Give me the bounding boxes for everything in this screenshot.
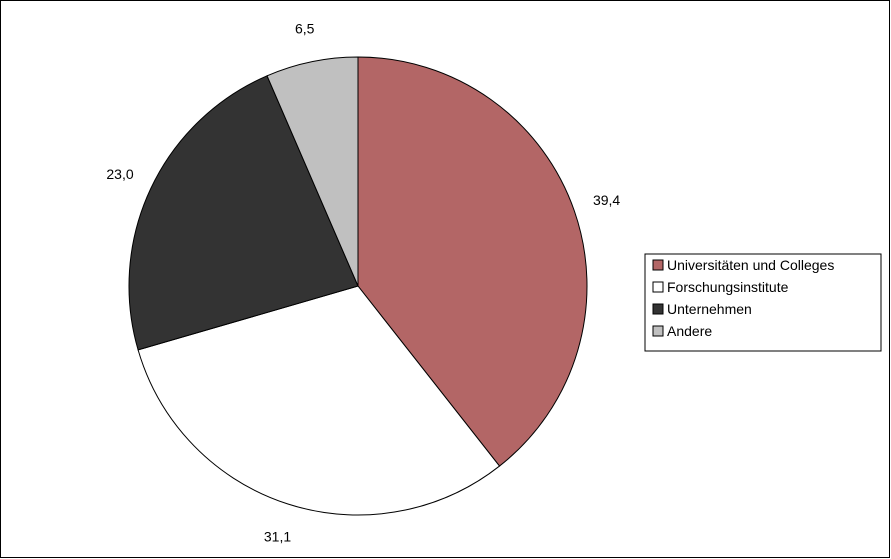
legend-label-forschungsinstitute: Forschungsinstitute	[667, 279, 789, 295]
pie-slice-forschungsinstitute	[137, 285, 501, 516]
pie-data-labels: 39,4 31,1 23,0 6,5	[106, 21, 620, 545]
legend-swatch-universitaeten-und-colleges	[652, 259, 664, 271]
data-label-unternehmen: 23,0	[106, 166, 133, 182]
legend-label-universitaeten-und-colleges: Universitäten und Colleges	[667, 257, 834, 273]
legend-swatch-forschungsinstitute	[652, 281, 664, 293]
data-label-andere: 6,5	[295, 21, 315, 37]
legend-box	[644, 253, 882, 352]
legend-label-unternehmen: Unternehmen	[667, 301, 752, 317]
pie-slice-andere	[266, 56, 359, 287]
legend-label-andere: Andere	[667, 323, 712, 339]
data-label-forschungsinstitute: 31,1	[264, 528, 291, 544]
legend-swatch-andere	[652, 325, 664, 337]
pie-slice-universitaeten-und-colleges	[357, 56, 588, 467]
pie-slice-unternehmen	[128, 75, 359, 351]
legend: Universitäten und Colleges Forschungsinst…	[644, 253, 882, 352]
legend-swatch-unternehmen	[652, 303, 664, 315]
pie-slices	[128, 56, 588, 516]
data-label-universitaeten-und-colleges: 39,4	[593, 192, 620, 208]
